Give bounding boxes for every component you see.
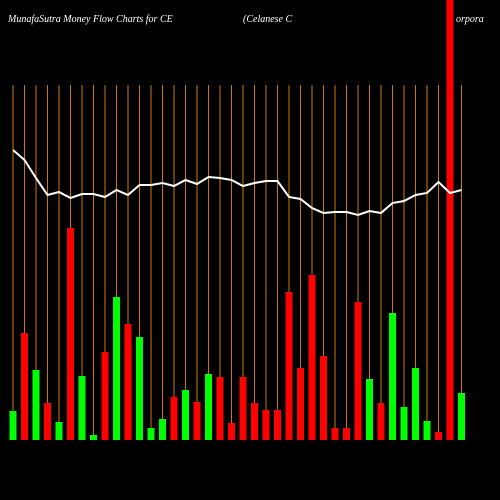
- bar: [124, 324, 132, 440]
- bar: [239, 377, 247, 440]
- bar: [285, 292, 293, 440]
- bar: [308, 275, 316, 440]
- bar: [9, 411, 17, 440]
- bar: [400, 407, 408, 440]
- bar: [170, 397, 178, 440]
- bar: [193, 402, 201, 440]
- bar: [423, 421, 431, 440]
- bar: [262, 410, 270, 440]
- bar: [205, 374, 212, 440]
- bar: [32, 370, 40, 440]
- bar: [78, 376, 86, 440]
- bar: [377, 403, 385, 440]
- bar: [343, 428, 350, 440]
- bar: [458, 393, 465, 440]
- bar: [216, 377, 224, 440]
- bar: [251, 403, 258, 440]
- bar: [366, 379, 373, 440]
- bar: [446, 0, 454, 440]
- bar: [354, 302, 362, 440]
- bar: [297, 368, 304, 440]
- bar: [182, 390, 189, 440]
- bar: [90, 435, 97, 440]
- bar: [21, 333, 28, 440]
- bar: [101, 352, 109, 440]
- bar: [44, 403, 51, 440]
- chart-title: MunafaSutra Money Flow Charts for CE: [7, 14, 173, 25]
- bar: [274, 410, 281, 440]
- bar: [159, 419, 166, 440]
- bar: [67, 228, 74, 440]
- bar: [228, 423, 235, 440]
- bar: [320, 356, 327, 440]
- bar: [435, 432, 442, 440]
- bar: [331, 428, 339, 440]
- chart-subtitle: (Celanese C: [243, 14, 292, 25]
- bar: [412, 368, 419, 440]
- bar: [136, 337, 143, 440]
- chart-subtitle-tail: orpora: [456, 14, 484, 25]
- bar: [147, 428, 155, 440]
- money-flow-line: [12, 149, 462, 217]
- bar: [113, 297, 120, 440]
- bar: [55, 422, 63, 440]
- bar: [389, 313, 396, 440]
